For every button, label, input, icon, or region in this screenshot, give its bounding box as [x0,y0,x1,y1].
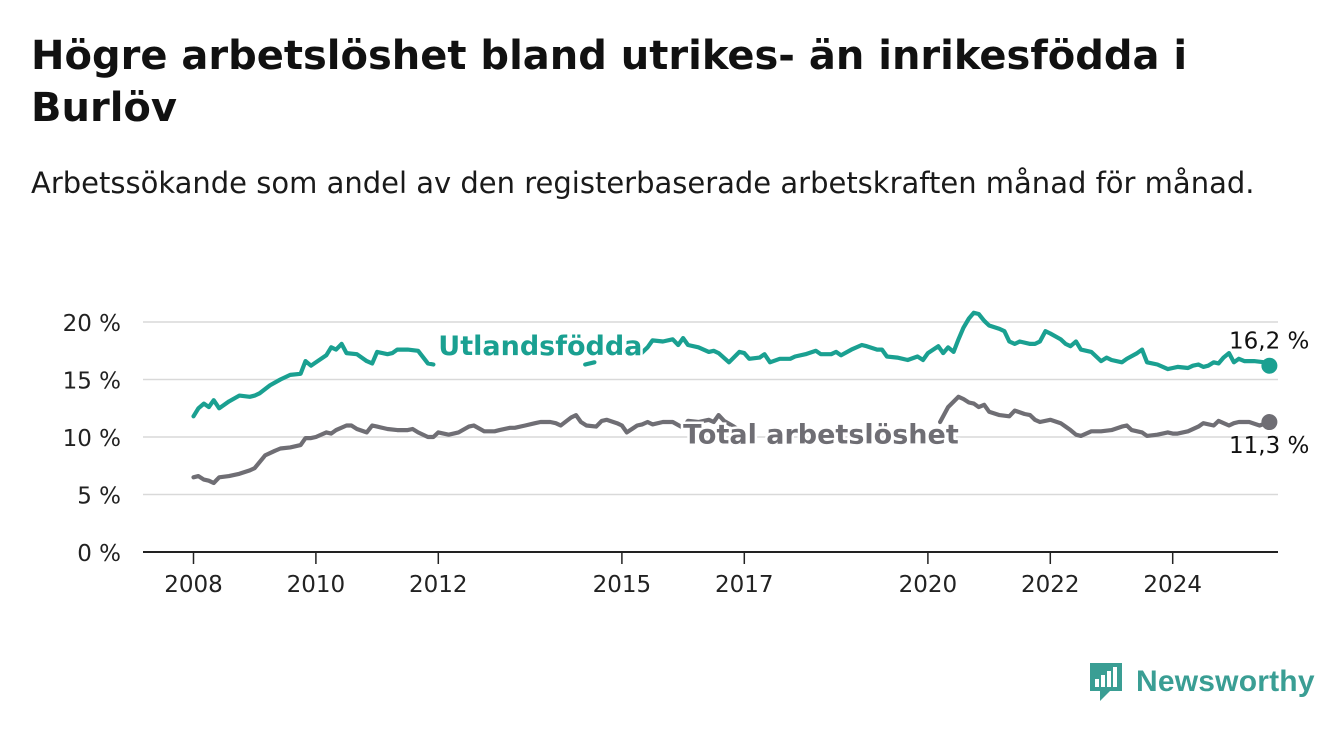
brand-logo[interactable]: Newsworthy [1088,660,1315,704]
page-subtitle: Arbetssökande som andel av den registerb… [31,166,1255,200]
y-tick-label: 10 % [63,426,121,452]
x-tick-label: 2024 [1143,572,1202,598]
series-line-total [938,394,1272,438]
end-value-label: 11,3 % [1229,433,1309,459]
x-tick-label: 2008 [164,572,223,598]
end-marker [1261,357,1278,374]
page-title: Högre arbetslöshet bland utrikes- än inr… [31,33,1188,131]
x-tick-label: 2010 [287,572,346,598]
y-tick-label: 15 % [63,369,121,395]
end-marker [1261,414,1278,431]
series-line-utlandsfodda [583,360,597,367]
y-tick-label: 5 % [77,484,121,510]
bar-chart-icon [1090,663,1122,701]
series-label: Total arbetslöshet [683,420,959,451]
series-label: Utlandsfödda [438,331,642,362]
series-line-total [191,413,742,486]
series-line-utlandsfodda [638,310,1272,372]
y-tick-label: 0 % [77,541,121,567]
x-tick-label: 2020 [899,572,958,598]
x-tick-label: 2022 [1021,572,1080,598]
x-tick-label: 2015 [593,572,652,598]
brand-name: Newsworthy [1136,665,1315,698]
series-line-utlandsfodda [191,341,436,419]
y-tick-label: 20 % [63,311,121,337]
x-tick-label: 2017 [715,572,774,598]
x-tick-label: 2012 [409,572,468,598]
end-value-label: 16,2 % [1229,329,1309,355]
